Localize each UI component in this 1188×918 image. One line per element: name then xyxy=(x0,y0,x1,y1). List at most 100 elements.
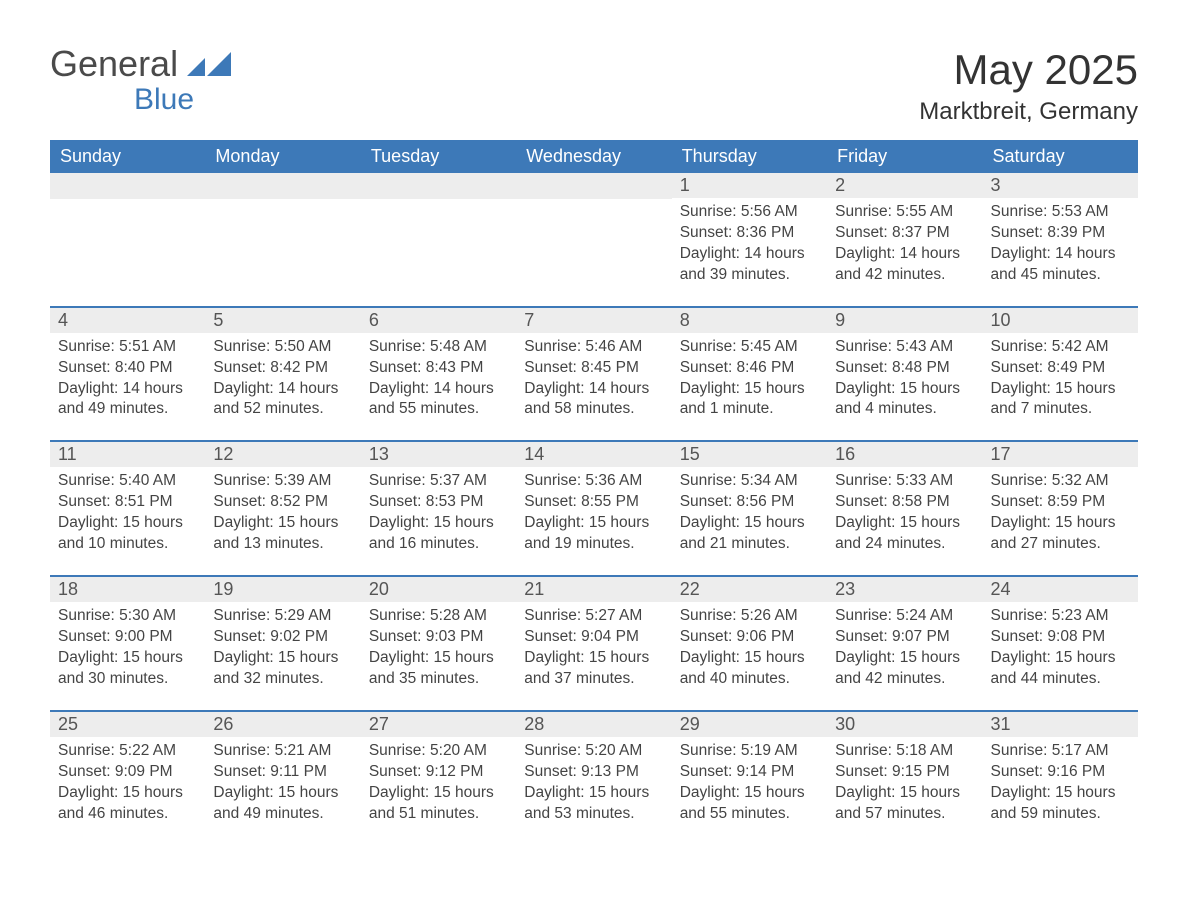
day-cell: 21Sunrise: 5:27 AMSunset: 9:04 PMDayligh… xyxy=(516,575,671,710)
day-number: 23 xyxy=(827,577,982,602)
daylight-line: Daylight: 15 hours and 4 minutes. xyxy=(835,379,974,421)
day-cell: 8Sunrise: 5:45 AMSunset: 8:46 PMDaylight… xyxy=(672,306,827,441)
day-cell: 19Sunrise: 5:29 AMSunset: 9:02 PMDayligh… xyxy=(205,575,360,710)
day-body-blank xyxy=(516,199,671,303)
day-body: Sunrise: 5:24 AMSunset: 9:07 PMDaylight:… xyxy=(827,602,982,710)
sunset-line: Sunset: 9:02 PM xyxy=(213,627,352,648)
week-row: 1Sunrise: 5:56 AMSunset: 8:36 PMDaylight… xyxy=(50,173,1138,306)
daylight-line: Daylight: 15 hours and 19 minutes. xyxy=(524,513,663,555)
day-cell: 29Sunrise: 5:19 AMSunset: 9:14 PMDayligh… xyxy=(672,710,827,845)
sunrise-line: Sunrise: 5:53 AM xyxy=(991,202,1130,223)
daylight-line: Daylight: 15 hours and 32 minutes. xyxy=(213,648,352,690)
sunset-line: Sunset: 8:43 PM xyxy=(369,358,508,379)
sunrise-line: Sunrise: 5:30 AM xyxy=(58,606,197,627)
sunset-line: Sunset: 9:06 PM xyxy=(680,627,819,648)
sunset-line: Sunset: 9:11 PM xyxy=(213,762,352,783)
day-cell: 4Sunrise: 5:51 AMSunset: 8:40 PMDaylight… xyxy=(50,306,205,441)
day-number-blank xyxy=(205,173,360,199)
day-cell: 5Sunrise: 5:50 AMSunset: 8:42 PMDaylight… xyxy=(205,306,360,441)
col-thursday: Thursday xyxy=(672,140,827,173)
daylight-line: Daylight: 15 hours and 53 minutes. xyxy=(524,783,663,825)
day-body: Sunrise: 5:23 AMSunset: 9:08 PMDaylight:… xyxy=(983,602,1138,710)
day-cell: 18Sunrise: 5:30 AMSunset: 9:00 PMDayligh… xyxy=(50,575,205,710)
day-body: Sunrise: 5:26 AMSunset: 9:06 PMDaylight:… xyxy=(672,602,827,710)
title-block: May 2025 Marktbreit, Germany xyxy=(919,46,1138,126)
daylight-line: Daylight: 15 hours and 7 minutes. xyxy=(991,379,1130,421)
day-body-blank xyxy=(50,199,205,303)
sunrise-line: Sunrise: 5:51 AM xyxy=(58,337,197,358)
sunset-line: Sunset: 8:59 PM xyxy=(991,492,1130,513)
sunset-line: Sunset: 9:12 PM xyxy=(369,762,508,783)
sunrise-line: Sunrise: 5:29 AM xyxy=(213,606,352,627)
sunset-line: Sunset: 8:49 PM xyxy=(991,358,1130,379)
logo-icon xyxy=(187,52,231,81)
day-number: 1 xyxy=(672,173,827,198)
day-cell: 3Sunrise: 5:53 AMSunset: 8:39 PMDaylight… xyxy=(983,173,1138,306)
day-cell: 17Sunrise: 5:32 AMSunset: 8:59 PMDayligh… xyxy=(983,440,1138,575)
day-cell: 15Sunrise: 5:34 AMSunset: 8:56 PMDayligh… xyxy=(672,440,827,575)
day-body: Sunrise: 5:20 AMSunset: 9:13 PMDaylight:… xyxy=(516,737,671,845)
day-number: 13 xyxy=(361,442,516,467)
sunset-line: Sunset: 8:58 PM xyxy=(835,492,974,513)
sunrise-line: Sunrise: 5:23 AM xyxy=(991,606,1130,627)
sunset-line: Sunset: 8:46 PM xyxy=(680,358,819,379)
day-cell xyxy=(50,173,205,306)
sunrise-line: Sunrise: 5:50 AM xyxy=(213,337,352,358)
day-number: 12 xyxy=(205,442,360,467)
day-body-blank xyxy=(205,199,360,303)
day-number: 22 xyxy=(672,577,827,602)
sunset-line: Sunset: 9:13 PM xyxy=(524,762,663,783)
sunrise-line: Sunrise: 5:32 AM xyxy=(991,471,1130,492)
col-wednesday: Wednesday xyxy=(516,140,671,173)
day-body: Sunrise: 5:29 AMSunset: 9:02 PMDaylight:… xyxy=(205,602,360,710)
day-cell xyxy=(361,173,516,306)
sunrise-line: Sunrise: 5:18 AM xyxy=(835,741,974,762)
sunset-line: Sunset: 8:40 PM xyxy=(58,358,197,379)
sunset-line: Sunset: 8:51 PM xyxy=(58,492,197,513)
day-body: Sunrise: 5:34 AMSunset: 8:56 PMDaylight:… xyxy=(672,467,827,575)
daylight-line: Daylight: 15 hours and 49 minutes. xyxy=(213,783,352,825)
sunset-line: Sunset: 8:36 PM xyxy=(680,223,819,244)
sunrise-line: Sunrise: 5:48 AM xyxy=(369,337,508,358)
sunrise-line: Sunrise: 5:46 AM xyxy=(524,337,663,358)
day-body: Sunrise: 5:46 AMSunset: 8:45 PMDaylight:… xyxy=(516,333,671,441)
sunrise-line: Sunrise: 5:45 AM xyxy=(680,337,819,358)
sunrise-line: Sunrise: 5:21 AM xyxy=(213,741,352,762)
sunrise-line: Sunrise: 5:37 AM xyxy=(369,471,508,492)
day-body: Sunrise: 5:53 AMSunset: 8:39 PMDaylight:… xyxy=(983,198,1138,306)
day-number: 19 xyxy=(205,577,360,602)
daylight-line: Daylight: 15 hours and 37 minutes. xyxy=(524,648,663,690)
sunrise-line: Sunrise: 5:24 AM xyxy=(835,606,974,627)
daylight-line: Daylight: 14 hours and 58 minutes. xyxy=(524,379,663,421)
col-friday: Friday xyxy=(827,140,982,173)
day-number: 5 xyxy=(205,308,360,333)
sunset-line: Sunset: 8:53 PM xyxy=(369,492,508,513)
daylight-line: Daylight: 15 hours and 10 minutes. xyxy=(58,513,197,555)
day-body: Sunrise: 5:27 AMSunset: 9:04 PMDaylight:… xyxy=(516,602,671,710)
day-number: 31 xyxy=(983,712,1138,737)
day-body: Sunrise: 5:40 AMSunset: 8:51 PMDaylight:… xyxy=(50,467,205,575)
sunset-line: Sunset: 8:48 PM xyxy=(835,358,974,379)
sunset-line: Sunset: 8:55 PM xyxy=(524,492,663,513)
col-saturday: Saturday xyxy=(983,140,1138,173)
day-cell: 26Sunrise: 5:21 AMSunset: 9:11 PMDayligh… xyxy=(205,710,360,845)
day-cell: 7Sunrise: 5:46 AMSunset: 8:45 PMDaylight… xyxy=(516,306,671,441)
day-cell: 9Sunrise: 5:43 AMSunset: 8:48 PMDaylight… xyxy=(827,306,982,441)
week-row: 18Sunrise: 5:30 AMSunset: 9:00 PMDayligh… xyxy=(50,575,1138,710)
day-number: 6 xyxy=(361,308,516,333)
daylight-line: Daylight: 14 hours and 55 minutes. xyxy=(369,379,508,421)
daylight-line: Daylight: 15 hours and 40 minutes. xyxy=(680,648,819,690)
day-body: Sunrise: 5:43 AMSunset: 8:48 PMDaylight:… xyxy=(827,333,982,441)
day-cell: 14Sunrise: 5:36 AMSunset: 8:55 PMDayligh… xyxy=(516,440,671,575)
week-row: 4Sunrise: 5:51 AMSunset: 8:40 PMDaylight… xyxy=(50,306,1138,441)
logo-word1: General xyxy=(50,43,178,84)
sunrise-line: Sunrise: 5:33 AM xyxy=(835,471,974,492)
day-cell: 6 Sunrise: 5:48 AMSunset: 8:43 PMDaylight… xyxy=(361,306,516,441)
sunrise-line: Sunrise: 5:40 AM xyxy=(58,471,197,492)
day-number: 27 xyxy=(361,712,516,737)
sunset-line: Sunset: 8:52 PM xyxy=(213,492,352,513)
day-body: Sunrise: 5:56 AMSunset: 8:36 PMDaylight:… xyxy=(672,198,827,306)
day-number: 17 xyxy=(983,442,1138,467)
sunrise-line: Sunrise: 5:28 AM xyxy=(369,606,508,627)
page-header: General Blue May 2025 Marktbreit, German… xyxy=(50,46,1138,126)
